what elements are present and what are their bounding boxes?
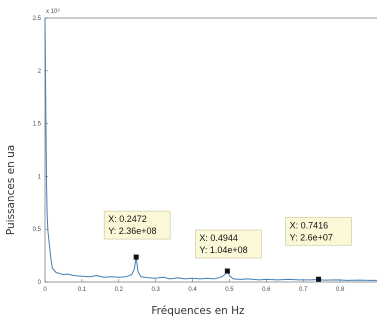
x-tick-label: 0 xyxy=(43,287,47,293)
x-tick-label: 0.4 xyxy=(188,287,197,293)
datatip[interactable]: X: 0.7416 Y: 2.6e+07 xyxy=(285,216,352,282)
y-axis-exponent: x 10⁹ xyxy=(46,8,60,15)
y-axis-label: Puissances en ua xyxy=(5,145,17,235)
datatip-marker xyxy=(224,268,230,274)
datatip-box xyxy=(285,216,352,246)
y-tick-label: 0 xyxy=(38,280,42,286)
plot-area xyxy=(44,17,377,281)
datatip-marker xyxy=(133,254,139,260)
data-tips: X: 0.2472 Y: 2.36e+08 X: 0.4944 Y: 1.04e+08… xyxy=(103,210,352,282)
x-axis-label: Fréquences en Hz xyxy=(151,305,245,317)
x-tick-label: 0.2 xyxy=(115,287,124,293)
y-tick-label: 1.5 xyxy=(33,122,42,128)
x-tick-label: 0.8 xyxy=(336,287,345,293)
y-tick-label: 1 xyxy=(38,174,42,180)
y-tick-label: 2.5 xyxy=(33,16,42,22)
datatip-box xyxy=(195,229,262,259)
datatip-x-text: X: 0.7416 xyxy=(290,220,329,230)
datatip-y-text: Y: 2.6e+07 xyxy=(290,232,333,242)
x-tick-label: 0.5 xyxy=(225,287,234,293)
x-tick-label: 0.7 xyxy=(299,287,308,293)
datatip-x-text: X: 0.2472 xyxy=(108,214,147,224)
datatip-y-text: Y: 2.36e+08 xyxy=(108,226,156,236)
x-tick-label: 0.1 xyxy=(78,287,87,293)
y-tick-label: 0.5 xyxy=(33,227,42,233)
datatip[interactable]: X: 0.2472 Y: 2.36e+08 xyxy=(103,210,171,260)
spectrum-line xyxy=(44,17,377,281)
y-tick-label: 2 xyxy=(38,69,42,75)
datatip-x-text: X: 0.4944 xyxy=(199,233,238,243)
x-tick-label: 0.3 xyxy=(151,287,160,293)
datatip-marker xyxy=(316,276,322,282)
datatip-box xyxy=(103,210,171,240)
x-axis-ticks: 0 0.1 0.2 0.3 0.4 0.5 0.6 0.7 0.8 xyxy=(43,279,345,293)
x-tick-label: 0.6 xyxy=(262,287,271,293)
datatip[interactable]: X: 0.4944 Y: 1.04e+08 xyxy=(195,229,262,274)
datatip-y-text: Y: 1.04e+08 xyxy=(199,245,247,255)
